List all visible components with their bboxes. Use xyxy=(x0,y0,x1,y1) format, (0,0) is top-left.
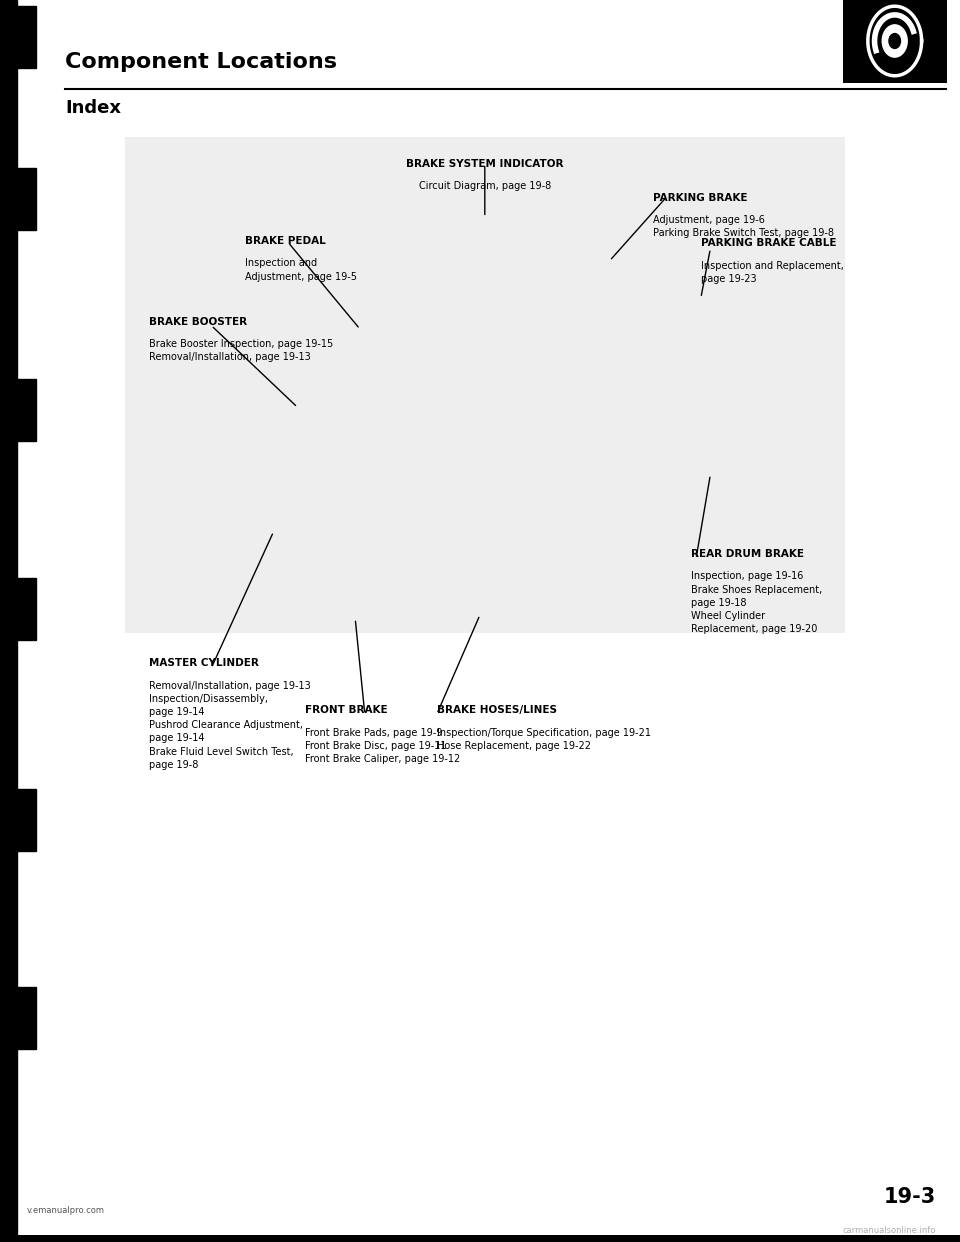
Circle shape xyxy=(882,25,907,57)
Bar xyxy=(0,168,36,230)
Bar xyxy=(0,1235,960,1242)
Bar xyxy=(125,137,845,633)
Circle shape xyxy=(889,34,900,48)
Text: PARKING BRAKE CABLE: PARKING BRAKE CABLE xyxy=(701,238,836,248)
Text: Inspection and
Adjustment, page 19-5: Inspection and Adjustment, page 19-5 xyxy=(245,258,357,282)
Text: FRONT BRAKE: FRONT BRAKE xyxy=(305,705,388,715)
Text: MASTER CYLINDER: MASTER CYLINDER xyxy=(149,658,258,668)
Text: REAR DRUM BRAKE: REAR DRUM BRAKE xyxy=(691,549,804,559)
Text: Inspection and Replacement,
page 19-23: Inspection and Replacement, page 19-23 xyxy=(701,261,844,284)
Text: Brake Booster Inspection, page 19-15
Removal/Installation, page 19-13: Brake Booster Inspection, page 19-15 Rem… xyxy=(149,339,333,363)
Bar xyxy=(0,379,36,441)
Text: Inspection, page 19-16
Brake Shoes Replacement,
page 19-18
Wheel Cylinder
Replac: Inspection, page 19-16 Brake Shoes Repla… xyxy=(691,571,823,635)
Text: BRAKE HOSES/LINES: BRAKE HOSES/LINES xyxy=(437,705,557,715)
Text: PARKING BRAKE: PARKING BRAKE xyxy=(653,193,747,202)
Bar xyxy=(0,0,17,1242)
Text: carmanualsonline.info: carmanualsonline.info xyxy=(843,1226,936,1235)
Text: BRAKE BOOSTER: BRAKE BOOSTER xyxy=(149,317,247,327)
Text: Inspection/Torque Specification, page 19-21
Hose Replacement, page 19-22: Inspection/Torque Specification, page 19… xyxy=(437,728,651,751)
Text: Adjustment, page 19-6
Parking Brake Switch Test, page 19-8: Adjustment, page 19-6 Parking Brake Swit… xyxy=(653,215,834,238)
Bar xyxy=(0,987,36,1049)
Bar xyxy=(0,6,36,68)
Text: Component Locations: Component Locations xyxy=(65,52,337,72)
Bar xyxy=(0,578,36,640)
Text: Front Brake Pads, page 19-9
Front Brake Disc, page 19-11
Front Brake Caliper, pa: Front Brake Pads, page 19-9 Front Brake … xyxy=(305,728,461,764)
Text: Removal/Installation, page 19-13
Inspection/Disassembly,
page 19-14
Pushrod Clea: Removal/Installation, page 19-13 Inspect… xyxy=(149,681,310,770)
Text: Circuit Diagram, page 19-8: Circuit Diagram, page 19-8 xyxy=(419,181,551,191)
Text: Index: Index xyxy=(65,99,121,117)
Text: BRAKE PEDAL: BRAKE PEDAL xyxy=(245,236,325,246)
Bar xyxy=(0,789,36,851)
Bar xyxy=(843,0,947,83)
Text: v.emanualpro.com: v.emanualpro.com xyxy=(27,1206,105,1215)
Text: BRAKE SYSTEM INDICATOR: BRAKE SYSTEM INDICATOR xyxy=(406,159,564,169)
Text: 19-3: 19-3 xyxy=(884,1187,936,1207)
